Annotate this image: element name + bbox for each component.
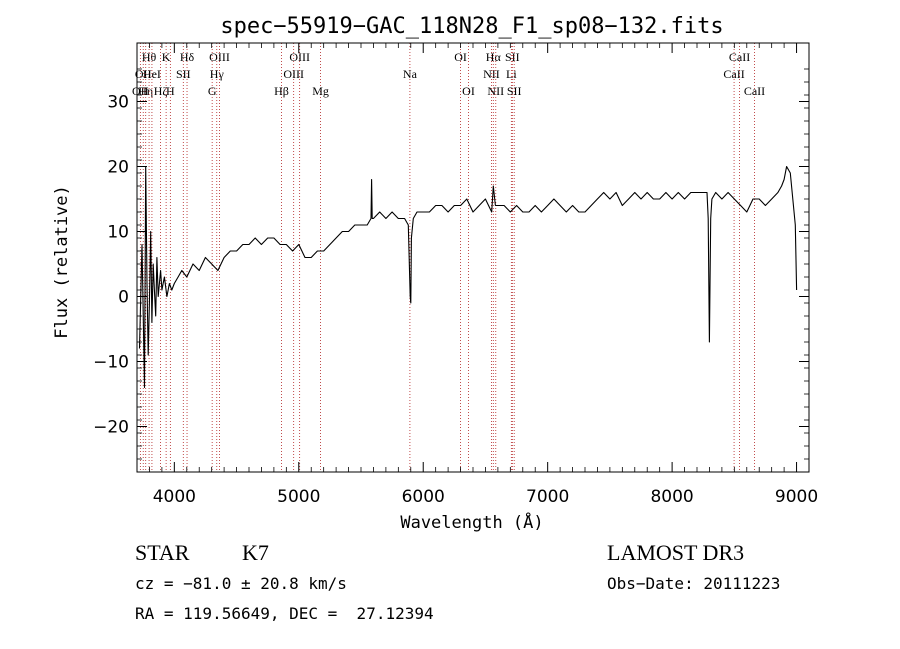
x-tick-label-0: 4000 <box>153 487 196 507</box>
x-tick-label-5: 9000 <box>775 487 818 507</box>
redshift-readout: cz = −81.0 ± 20.8 km/s <box>135 574 347 593</box>
spectral-line-label-22: NII <box>487 84 504 98</box>
y-axis-label: Flux (relative) <box>52 185 72 339</box>
x-axis-label: Wavelength (Å) <box>400 511 543 533</box>
y-tick-label-1: −10 <box>93 353 129 373</box>
spectral-line-label-12: OIII <box>209 50 230 64</box>
spectral-line-label-8: SII <box>176 67 191 81</box>
spectral-line-label-18: OI <box>454 50 467 64</box>
survey-name: LAMOST DR3 <box>607 540 745 565</box>
spectral-line-label-20: NII <box>483 67 500 81</box>
spectral-line-label-28: CaII <box>744 84 765 98</box>
axis-ticks: 4000 5000 6000 7000 8000 9000 −20 −10 0 10 20 30 <box>93 43 818 507</box>
x-tick-label-1: 5000 <box>277 487 320 507</box>
spectral-line-label-6: K <box>162 50 171 64</box>
spectral-line-label-14: OIII <box>283 67 304 81</box>
spectral-line-label-4: HeI <box>143 67 161 81</box>
spectral-line-label-7: H <box>166 84 175 98</box>
y-tick-label-2: 0 <box>118 288 129 308</box>
spectral-line-label-10: G <box>208 84 217 98</box>
spectral-line-label-13: Hβ <box>274 84 289 98</box>
spectral-line-label-26: CaII <box>723 67 744 81</box>
spectral-line-label-27: CaII <box>729 50 750 64</box>
spectral-line-label-23: Li <box>506 67 517 81</box>
chart-title: spec−55919−GAC_118N28_F1_sp08−132.fits <box>220 14 723 39</box>
spectral-line-label-25: SII <box>507 84 522 98</box>
x-tick-label-2: 6000 <box>402 487 445 507</box>
spectral-line-label-19: OI <box>462 84 475 98</box>
spectral-line-label-0: OII <box>132 84 149 98</box>
spectral-line-label-5: Hζ <box>154 84 168 98</box>
spectral-line-markers: OIIOIIHηHθHeIHζKHSIIHδGHγOIIIHβOIIIOIIIM… <box>132 43 765 472</box>
y-tick-label-5: 30 <box>107 93 129 113</box>
spectral-line-label-21: Hα <box>486 50 502 64</box>
y-tick-label-0: −20 <box>93 418 129 438</box>
observation-date: Obs−Date: 20111223 <box>607 574 781 593</box>
coordinates-readout: RA = 119.56649, DEC = 27.12394 <box>135 604 434 623</box>
spectrum-line-0 <box>138 165 798 389</box>
y-tick-label-3: 10 <box>107 223 129 243</box>
spectral-line-label-24: SII <box>505 50 520 64</box>
spectral-line-label-1: OII <box>135 67 152 81</box>
spectrum-series <box>138 165 798 389</box>
x-tick-label-4: 8000 <box>650 487 693 507</box>
spectral-line-label-15: OIII <box>289 50 310 64</box>
spectral-line-label-3: Hθ <box>142 50 157 64</box>
object-subclass: K7 <box>242 540 269 565</box>
spectral-line-label-16: Mg <box>312 84 329 98</box>
y-tick-label-4: 20 <box>107 158 129 178</box>
x-tick-label-3: 7000 <box>526 487 569 507</box>
spectral-line-label-2: Hη <box>138 84 153 98</box>
object-class: STAR <box>135 540 190 565</box>
spectral-line-label-9: Hδ <box>180 50 195 64</box>
spectral-line-label-11: Hγ <box>210 67 225 81</box>
spectral-line-label-17: Na <box>403 67 418 81</box>
